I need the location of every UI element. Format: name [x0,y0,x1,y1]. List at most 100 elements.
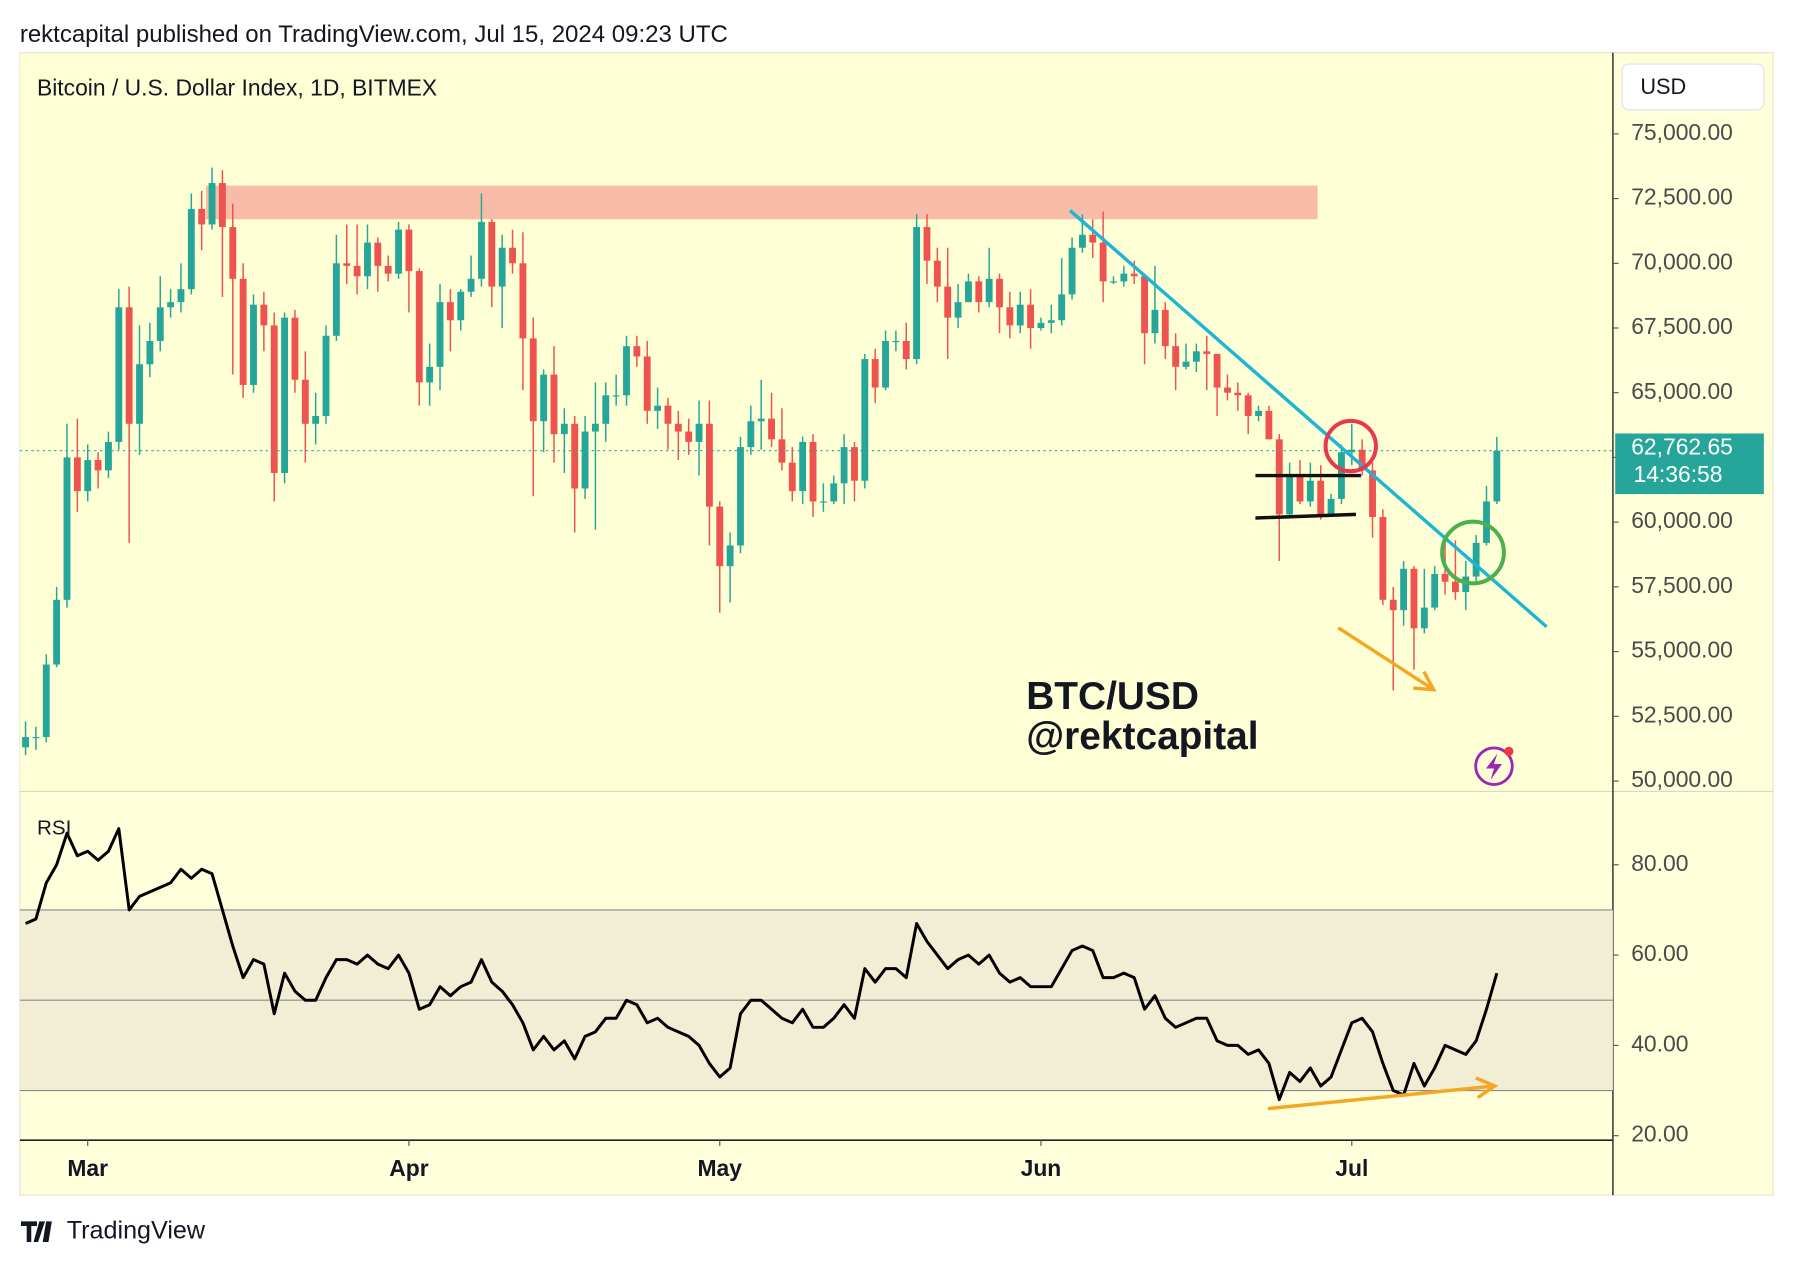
candle-body [301,379,309,424]
candle-body [1068,247,1076,295]
rsi-y-tick-label: 40.00 [1631,1030,1688,1056]
currency: USD [1640,74,1686,99]
candle-body [1451,581,1459,593]
candle-body [799,441,807,492]
flash-dot [1504,746,1514,756]
rsi-label: RSI [37,817,71,840]
candle-body [882,340,889,388]
y-tick-label: 57,500.00 [1631,572,1733,598]
candle-body [840,447,848,484]
candle-body [1306,480,1314,502]
candle-body [923,227,931,261]
candle-body [478,221,485,279]
candle-body [395,229,402,274]
y-tick-label: 50,000.00 [1631,766,1733,792]
currency-box[interactable] [1621,63,1765,111]
rejection-circle [1323,418,1378,474]
candle-body [177,289,185,303]
candle-body [312,416,320,424]
candle-body [1203,351,1211,354]
candle-body [467,278,475,292]
candle-body [623,346,630,396]
candle-body [1213,353,1221,388]
candle-body [965,281,972,303]
header: rektcapital published on TradingView.com… [20,21,728,48]
breakout-circle [1440,519,1506,586]
candle-body [32,737,40,739]
candle-body [716,506,724,567]
candle-body [167,302,175,308]
rsi-line [24,827,1499,1102]
candle-body [208,183,216,225]
candle-body [913,227,921,360]
watermark-2: @rektcapital [1026,715,1258,758]
rsi-y-tick-label: 80.00 [1631,850,1688,876]
x-tick-label: Jun [1021,1155,1062,1181]
candle-body [1099,242,1107,282]
candle-body [115,307,123,442]
candle-body [726,545,734,567]
candle-body [94,460,102,471]
y-tick-label: 72,500.00 [1631,184,1733,210]
candle-body [705,423,713,507]
candle-body [664,405,672,424]
candle-body [1420,607,1428,629]
candle-body [540,374,548,422]
candle-body [198,208,206,225]
candle-body [695,423,703,442]
candle-body [819,501,827,503]
candle-body [1224,387,1231,393]
candle-body [674,423,682,432]
candle-body [1234,392,1242,396]
symbol-title: Bitcoin / U.S. Dollar Index, 1D, BITMEX [37,74,437,100]
candle-body [1327,498,1335,515]
rsi-higher-low-arrow-head [1475,1076,1499,1100]
candle-body [1483,501,1490,543]
candle-body [1027,304,1035,329]
candle-body [436,302,444,367]
flash-icon[interactable] [1474,746,1514,786]
y-tick-label: 55,000.00 [1631,637,1733,663]
candle-body [1016,304,1024,326]
candle-body [353,265,361,277]
candle-body [1130,273,1138,277]
candle-body [902,340,910,360]
candle-body [457,291,465,321]
candle-body [1161,309,1169,347]
candle-body [1296,475,1304,502]
last-price-box [1615,433,1764,495]
y-tick-label: 65,000.00 [1631,378,1733,404]
candle-body [1400,568,1408,611]
candle-body [498,247,506,287]
candle-body [1047,320,1055,323]
candle-body [933,260,941,287]
candle-body [1172,346,1180,367]
candle-body [1410,568,1418,629]
candle-body [260,304,268,326]
candle-body [1037,322,1045,329]
candle-body [550,374,558,435]
candle-body [415,271,423,383]
x-tick-label: Mar [67,1155,108,1181]
candle-body [1141,276,1149,334]
candle-body [405,229,413,272]
candle-body [1244,395,1252,417]
price-pane [19,54,1613,792]
candle-body [1472,542,1480,577]
y-tick-label: 70,000.00 [1631,248,1733,274]
candle-body [1358,449,1366,471]
candle-body [1441,573,1449,582]
candle-body [1120,273,1128,282]
candle-body [954,302,962,318]
last-price-label: 62,762.65 [1631,433,1733,459]
flash-bolt [1485,753,1502,780]
candle-body [757,418,765,422]
candle-body [1431,573,1439,608]
candle-body [1058,294,1066,321]
y-tick-label: 75,000.00 [1631,119,1733,145]
candle-body [42,664,50,738]
candle-body [509,247,516,264]
candle-body [985,278,993,303]
